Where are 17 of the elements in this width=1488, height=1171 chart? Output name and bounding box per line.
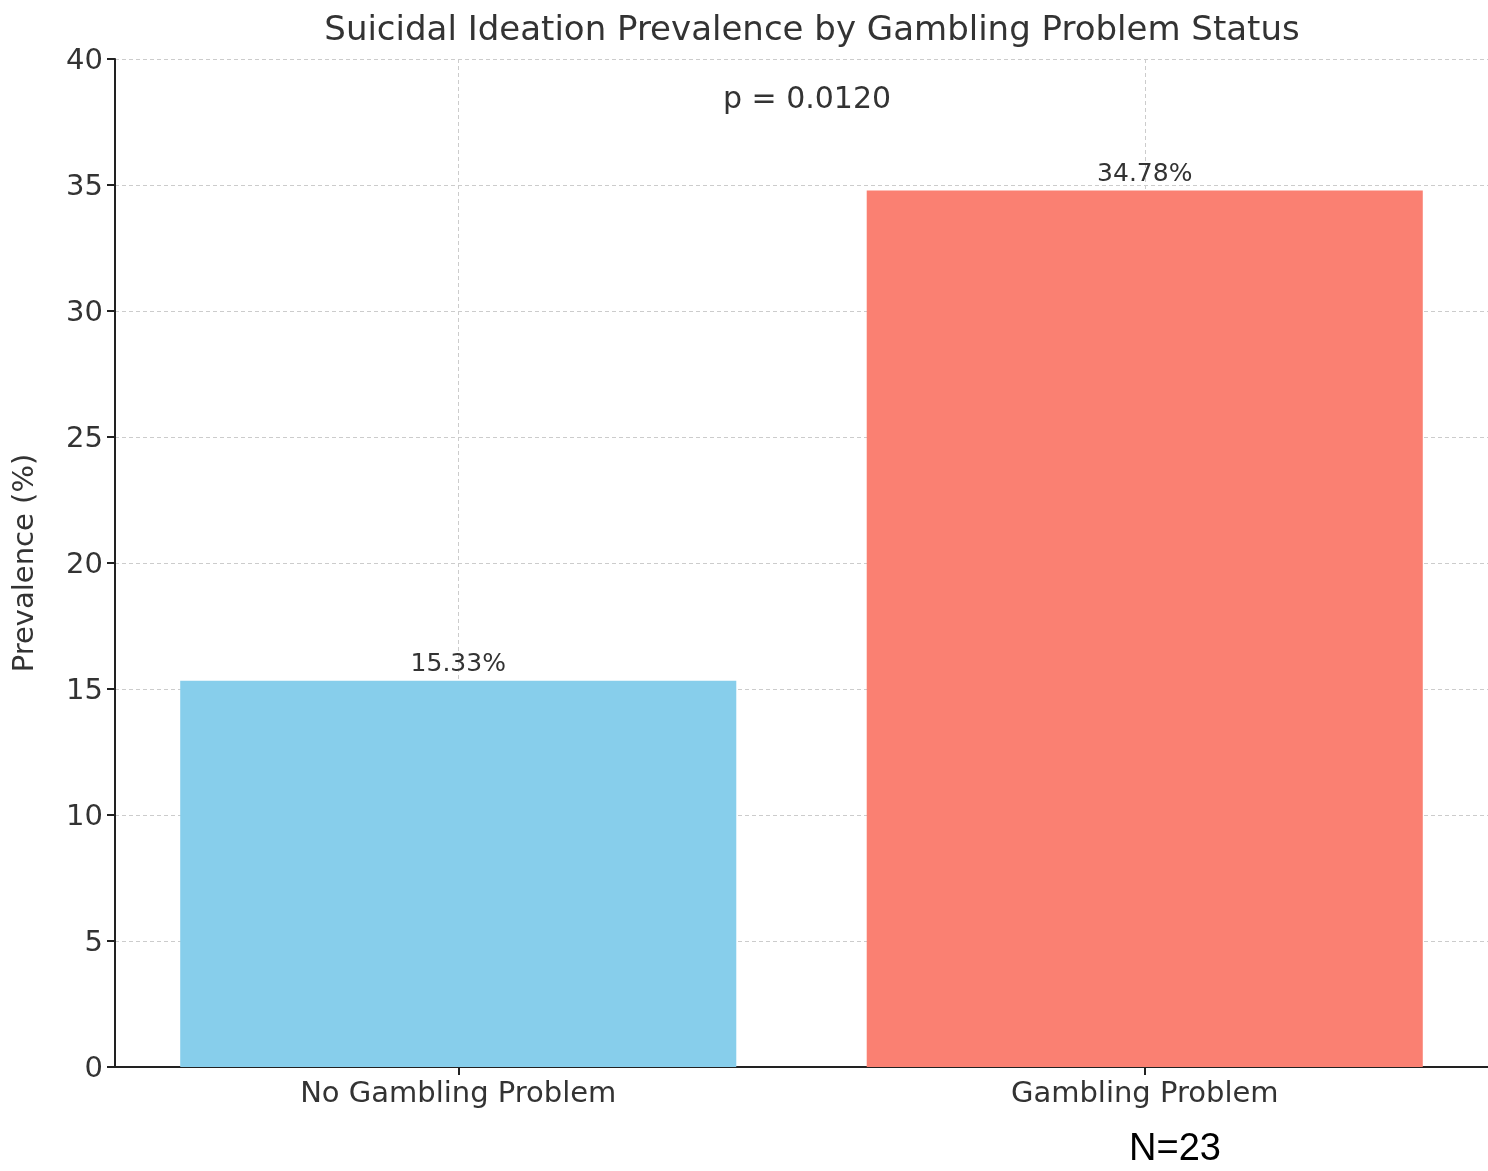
x-tick-label: No Gambling Problem bbox=[300, 1074, 617, 1109]
x-tick-label: Gambling Problem bbox=[1010, 1074, 1279, 1109]
y-tick-label: 0 bbox=[84, 1050, 103, 1084]
y-tick-label: 5 bbox=[84, 924, 103, 958]
y-axis-title: Prevalence (%) bbox=[5, 453, 40, 673]
data-label: 15.33% bbox=[410, 647, 506, 677]
y-tick-label: 20 bbox=[66, 546, 103, 580]
y-tick-label: 30 bbox=[66, 294, 103, 328]
annotation: p = 0.0120 bbox=[722, 79, 892, 115]
data-label: 34.78% bbox=[1097, 157, 1193, 187]
chart-title: Suicidal Ideation Prevalence by Gambling Problem Status bbox=[324, 8, 1300, 48]
text: N=23 bbox=[1129, 1126, 1221, 1168]
y-tick-label: 40 bbox=[66, 42, 103, 76]
y-tick-label: 25 bbox=[66, 420, 103, 454]
y-tick-label: 10 bbox=[66, 798, 103, 832]
y-tick-label: 35 bbox=[66, 168, 103, 202]
y-tick-label: 15 bbox=[66, 672, 103, 706]
